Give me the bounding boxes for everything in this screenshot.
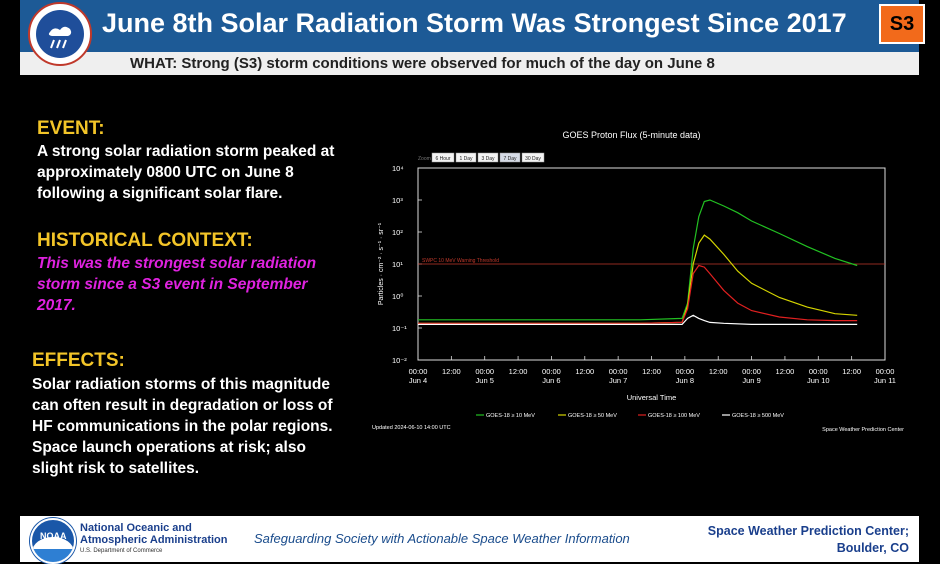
noaa-logo-text: NOAA bbox=[40, 531, 67, 541]
effects-line: Solar radiation storms of this magnitude bbox=[32, 376, 330, 393]
legend-label: GOES-18 ≥ 100 MeV bbox=[648, 413, 700, 419]
zoom-button[interactable] bbox=[431, 152, 455, 163]
footer-slogan: Safeguarding Society with Actionable Spa… bbox=[254, 531, 630, 546]
x-tick-label: 00:00 bbox=[876, 367, 895, 376]
chart-title: GOES Proton Flux (5-minute data) bbox=[562, 130, 700, 140]
context-line: 2017. bbox=[37, 297, 76, 314]
effects-line: Space launch operations at risk; also bbox=[32, 439, 306, 456]
y-tick-label: 10² bbox=[392, 228, 403, 237]
zoom-button-label[interactable]: 7 Day bbox=[503, 156, 517, 162]
x-axis-label: Universal Time bbox=[627, 393, 677, 402]
zoom-button-label[interactable]: 1 Day bbox=[459, 156, 473, 162]
legend-label: GOES-18 ≥ 10 MeV bbox=[486, 413, 535, 419]
storm-scale-badge: S3 bbox=[879, 4, 925, 44]
chart-credit: Space Weather Prediction Center bbox=[822, 427, 904, 433]
x-tick-label: 12:00 bbox=[842, 367, 861, 376]
context-text: This was the strongest solar radiation s… bbox=[37, 253, 316, 316]
x-tick-day-label: Jun 7 bbox=[609, 376, 627, 385]
effects-line: slight risk to satellites. bbox=[32, 460, 200, 477]
x-tick-day-label: Jun 6 bbox=[542, 376, 560, 385]
y-tick-label: 10⁰ bbox=[392, 292, 403, 301]
y-tick-label: 10³ bbox=[392, 196, 403, 205]
x-tick-day-label: Jun 4 bbox=[409, 376, 427, 385]
x-tick-day-label: Jun 5 bbox=[476, 376, 494, 385]
y-axis-label: Particles · cm⁻² · s⁻¹ · sr⁻¹ bbox=[378, 222, 385, 305]
noaa-name-line: National Oceanic and bbox=[80, 522, 192, 534]
x-tick-label: 00:00 bbox=[809, 367, 828, 376]
x-tick-label: 12:00 bbox=[642, 367, 661, 376]
footer-bar: NOAA National Oceanic and Atmospheric Ad… bbox=[20, 516, 919, 564]
header-bar: June 8th Solar Radiation Storm Was Stron… bbox=[20, 0, 925, 52]
context-heading: HISTORICAL CONTEXT: bbox=[37, 230, 253, 251]
event-line: following a significant solar flare. bbox=[37, 185, 283, 202]
legend-label: GOES-18 ≥ 50 MeV bbox=[568, 413, 617, 419]
noaa-name: National Oceanic and Atmospheric Adminis… bbox=[80, 522, 228, 546]
zoom-button-label[interactable]: 6 Hour bbox=[435, 156, 450, 162]
x-tick-label: 00:00 bbox=[542, 367, 561, 376]
zoom-button-label[interactable]: 3 Day bbox=[481, 156, 495, 162]
context-line: storm since a S3 event in September bbox=[37, 276, 308, 293]
x-tick-label: 12:00 bbox=[575, 367, 594, 376]
x-tick-label: 00:00 bbox=[475, 367, 494, 376]
noaa-logo-icon: NOAA bbox=[30, 518, 76, 564]
x-tick-label: 12:00 bbox=[776, 367, 795, 376]
effects-heading: EFFECTS: bbox=[32, 350, 125, 371]
x-tick-label: 00:00 bbox=[609, 367, 628, 376]
zoom-button[interactable] bbox=[499, 152, 521, 163]
x-tick-label: 00:00 bbox=[742, 367, 761, 376]
effects-text: Solar radiation storms of this magnitude… bbox=[32, 374, 333, 479]
nws-logo-icon bbox=[28, 2, 92, 66]
noaa-name-line: Atmospheric Administration bbox=[80, 534, 228, 546]
event-line: A strong solar radiation storm peaked at bbox=[37, 143, 335, 160]
swpc-line: Space Weather Prediction Center; bbox=[707, 524, 909, 538]
y-tick-label: 10⁻² bbox=[392, 356, 407, 365]
zoom-button[interactable] bbox=[521, 152, 545, 163]
effects-line: HF communications in the polar regions. bbox=[32, 418, 333, 435]
page-title: June 8th Solar Radiation Storm Was Stron… bbox=[102, 8, 847, 38]
zoom-button[interactable] bbox=[477, 152, 499, 163]
event-text: A strong solar radiation storm peaked at… bbox=[37, 141, 334, 204]
zoom-button[interactable] bbox=[455, 152, 477, 163]
swpc-location: Space Weather Prediction Center; Boulder… bbox=[708, 523, 909, 557]
updated-timestamp: Updated 2024-06-10 14:00 UTC bbox=[372, 425, 451, 431]
event-heading: EVENT: bbox=[37, 118, 105, 139]
legend-label: GOES-18 ≥ 500 MeV bbox=[732, 413, 784, 419]
series-line-1 bbox=[418, 199, 858, 321]
effects-line: can often result in degradation or loss … bbox=[32, 397, 333, 414]
department-name: U.S. Department of Commerce bbox=[80, 548, 163, 554]
x-tick-day-label: Jun 8 bbox=[676, 376, 694, 385]
series-line-3 bbox=[418, 264, 858, 324]
x-tick-day-label: Jun 9 bbox=[742, 376, 760, 385]
y-tick-label: 10⁻¹ bbox=[392, 324, 407, 333]
threshold-label: SWPC 10 MeV Warning Threshold bbox=[422, 258, 499, 264]
x-tick-day-label: Jun 10 bbox=[807, 376, 830, 385]
proton-flux-chart: GOES Proton Flux (5-minute data) Zoom 6 Ho… bbox=[372, 130, 904, 433]
x-tick-label: 12:00 bbox=[442, 367, 461, 376]
swpc-line: Boulder, CO bbox=[836, 541, 909, 555]
x-tick-label: 12:00 bbox=[509, 367, 528, 376]
x-tick-day-label: Jun 11 bbox=[874, 376, 896, 385]
zoom-label: Zoom bbox=[418, 156, 431, 162]
series-line-4 bbox=[418, 314, 858, 325]
what-summary: WHAT: Strong (S3) storm conditions were … bbox=[20, 52, 919, 75]
event-line: approximately 0800 UTC on June 8 bbox=[37, 164, 294, 181]
x-tick-label: 00:00 bbox=[409, 367, 428, 376]
x-tick-label: 00:00 bbox=[675, 367, 694, 376]
context-line: This was the strongest solar radiation bbox=[37, 255, 317, 272]
y-tick-label: 10¹ bbox=[392, 260, 403, 269]
y-tick-label: 10⁴ bbox=[392, 164, 404, 173]
x-tick-label: 12:00 bbox=[709, 367, 728, 376]
zoom-button-label[interactable]: 30 Day bbox=[525, 156, 541, 162]
